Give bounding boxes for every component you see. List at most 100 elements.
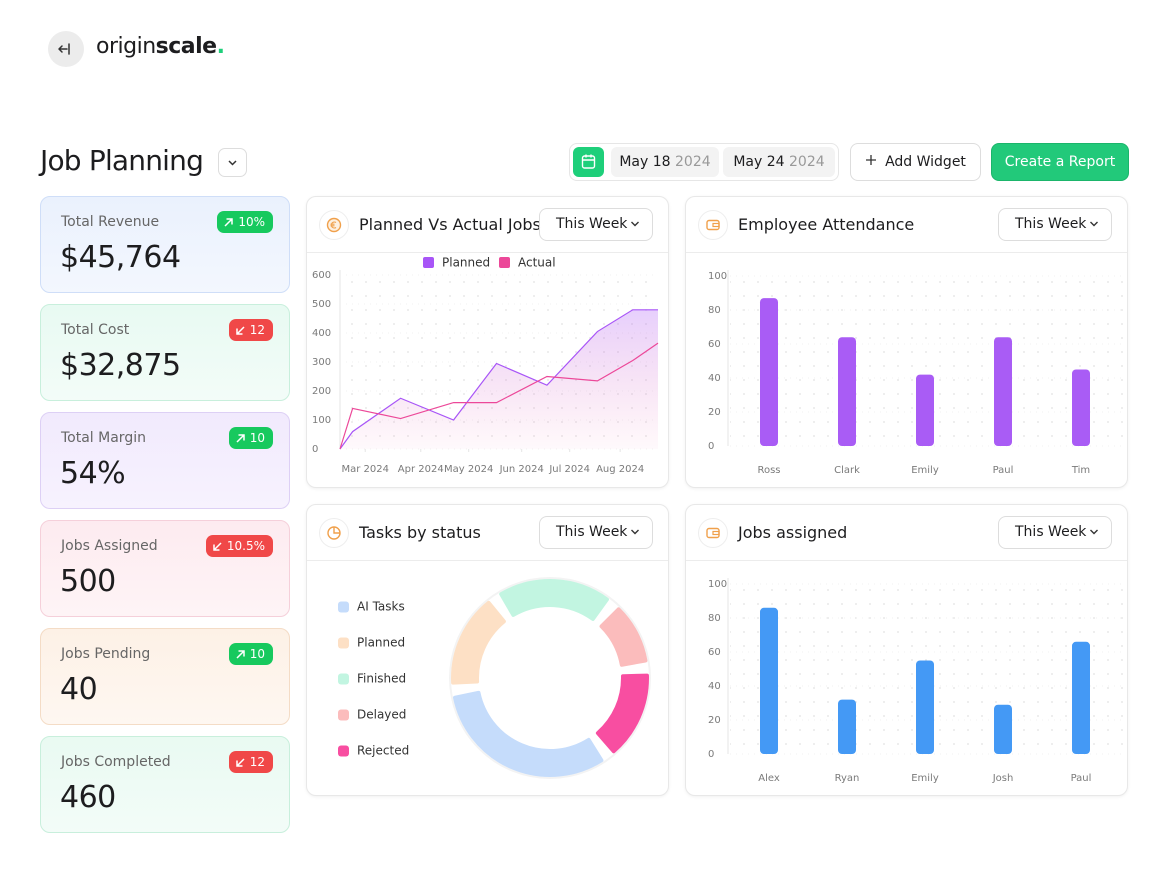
kpi-badge: 10.5% bbox=[205, 535, 273, 557]
trend-icon bbox=[213, 541, 222, 551]
kpi-change: 12 bbox=[249, 323, 265, 337]
widget-panel: Planned Vs Actual Jobs This Week bbox=[306, 196, 669, 488]
button-label: Create a Report bbox=[1004, 154, 1116, 170]
trend-icon bbox=[224, 217, 234, 227]
widget-icon bbox=[698, 518, 728, 548]
kpi-change: 12 bbox=[249, 755, 265, 769]
kpi-value: $32,875 bbox=[60, 348, 181, 383]
kpi-badge: 12 bbox=[228, 319, 273, 341]
kpi-label: Total Margin bbox=[61, 430, 146, 446]
widget-header: Jobs assigned This Week bbox=[686, 505, 1127, 561]
arrow bbox=[235, 757, 245, 767]
brand-dot: . bbox=[216, 34, 225, 59]
kpi-card: Jobs Pending 40 10 bbox=[40, 628, 290, 725]
icon-shape bbox=[330, 221, 337, 229]
kpi-change: 10 bbox=[249, 647, 265, 661]
widget-icon bbox=[698, 210, 728, 240]
period-label: This Week bbox=[1015, 524, 1087, 540]
icon-shape bbox=[326, 217, 342, 233]
kpi-card: Total Margin 54% 10 bbox=[40, 412, 290, 509]
kpi-label: Total Cost bbox=[61, 322, 130, 338]
widget-header: Planned Vs Actual Jobs This Week bbox=[307, 197, 668, 253]
back-button[interactable] bbox=[48, 31, 84, 67]
widget-title: Jobs assigned bbox=[738, 523, 848, 542]
period-dropdown[interactable]: This Week bbox=[539, 208, 653, 241]
kpi-card: Jobs Assigned 500 10.5% bbox=[40, 520, 290, 617]
kpi-card: Jobs Completed 460 12 bbox=[40, 736, 290, 833]
icon bbox=[327, 526, 341, 540]
icon-shape bbox=[712, 222, 720, 228]
brand: originscale. bbox=[96, 34, 225, 59]
chevron bbox=[228, 160, 237, 166]
plus-icon bbox=[866, 155, 877, 165]
widget-title: Employee Attendance bbox=[738, 215, 915, 234]
widget-header: Tasks by status This Week bbox=[307, 505, 668, 561]
widget-icon bbox=[319, 518, 349, 548]
chevron-path bbox=[1090, 529, 1098, 535]
kpi-change: 10 bbox=[249, 431, 265, 445]
arrow bbox=[224, 217, 234, 227]
chevron bbox=[1090, 221, 1098, 227]
calendar-button[interactable] bbox=[573, 147, 604, 177]
icon bbox=[326, 217, 342, 233]
kpi-card: Total Cost $32,875 12 bbox=[40, 304, 290, 401]
widget-title: Planned Vs Actual Jobs bbox=[359, 215, 541, 234]
widget-icon bbox=[319, 210, 349, 240]
chevron bbox=[1090, 529, 1098, 535]
title-dropdown[interactable] bbox=[218, 148, 247, 177]
widget-panel: Tasks by status This Week bbox=[306, 504, 669, 796]
add-widget-button[interactable]: Add Widget bbox=[850, 143, 981, 181]
period-label: This Week bbox=[1015, 216, 1087, 232]
create-report-button[interactable]: Create a Report bbox=[991, 143, 1129, 181]
period-label: This Week bbox=[556, 524, 628, 540]
kpi-label: Jobs Completed bbox=[61, 754, 171, 770]
kpi-value: 500 bbox=[60, 564, 116, 599]
widget-title: Tasks by status bbox=[359, 523, 481, 542]
date-to[interactable]: May 24 2024 bbox=[723, 147, 835, 177]
arrow bbox=[236, 433, 245, 443]
trend-icon bbox=[235, 325, 245, 335]
kpi-label: Jobs Pending bbox=[61, 646, 151, 662]
date-range bbox=[569, 143, 839, 181]
kpi-value: 40 bbox=[60, 672, 98, 707]
kpi-badge: 10% bbox=[217, 211, 273, 233]
calendar-icon bbox=[581, 154, 596, 169]
trend-icon bbox=[236, 649, 245, 659]
kpi-label: Total Revenue bbox=[61, 214, 160, 230]
chevron bbox=[631, 221, 639, 227]
period-dropdown[interactable]: This Week bbox=[998, 516, 1112, 549]
chevron-path bbox=[631, 221, 639, 227]
kpi-value: 460 bbox=[60, 780, 116, 815]
kpi-change: 10% bbox=[238, 215, 265, 229]
chevron-path bbox=[1090, 221, 1098, 227]
kpi-badge: 10 bbox=[228, 643, 273, 665]
kpi-change: 10.5% bbox=[226, 539, 265, 553]
chevron-path bbox=[631, 529, 639, 535]
button-label: Add Widget bbox=[885, 154, 966, 170]
icon bbox=[706, 527, 720, 539]
kpi-badge: 10 bbox=[228, 427, 273, 449]
period-dropdown[interactable]: This Week bbox=[539, 516, 653, 549]
arrow bbox=[213, 541, 222, 551]
brand-name-bold: scale bbox=[155, 34, 217, 59]
kpi-badge: 12 bbox=[228, 751, 273, 773]
icon-shape bbox=[333, 527, 340, 534]
kpi-label: Jobs Assigned bbox=[61, 538, 158, 554]
widget-panel: Jobs assigned This Week bbox=[685, 504, 1128, 796]
kpi-value: 54% bbox=[60, 456, 126, 491]
chevron bbox=[631, 529, 639, 535]
icon-shape bbox=[712, 530, 720, 536]
date-from[interactable]: May 18 2024 bbox=[611, 147, 719, 177]
trend-icon bbox=[235, 757, 245, 767]
arrow bbox=[235, 325, 245, 335]
arrow bbox=[236, 649, 245, 659]
date-day: May 24 bbox=[733, 154, 785, 170]
back-icon bbox=[58, 43, 70, 55]
trend-icon bbox=[236, 433, 245, 443]
date-year: 2024 bbox=[789, 154, 825, 170]
page-title: Job Planning bbox=[40, 144, 204, 177]
period-dropdown[interactable]: This Week bbox=[998, 208, 1112, 241]
widget-panel: Employee Attendance This Week bbox=[685, 196, 1128, 488]
kpi-value: $45,764 bbox=[60, 240, 181, 275]
